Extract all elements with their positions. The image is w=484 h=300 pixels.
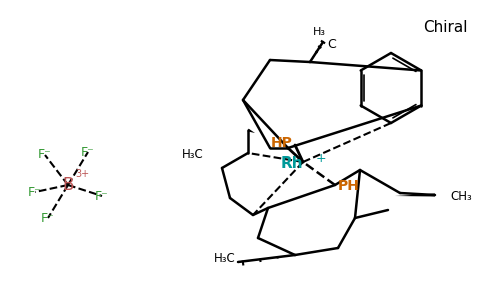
Text: CH₃: CH₃ <box>450 190 472 202</box>
Text: H₃C: H₃C <box>182 148 204 161</box>
Text: B: B <box>62 176 74 194</box>
Text: F⁻: F⁻ <box>41 212 55 224</box>
Text: F⁻: F⁻ <box>95 190 109 202</box>
Text: Rh: Rh <box>280 155 303 170</box>
Text: F⁻: F⁻ <box>28 185 42 199</box>
Text: H₃: H₃ <box>313 27 326 37</box>
Text: +: + <box>316 152 327 164</box>
Polygon shape <box>247 129 255 133</box>
Polygon shape <box>395 194 435 196</box>
Text: PH: PH <box>338 179 360 193</box>
Text: 3+: 3+ <box>75 169 89 179</box>
Text: Chiral: Chiral <box>423 20 467 35</box>
Text: H₃C: H₃C <box>214 251 236 265</box>
Text: HP: HP <box>271 136 293 150</box>
Text: C: C <box>327 38 336 50</box>
Text: F⁻: F⁻ <box>38 148 52 161</box>
Text: F⁻: F⁻ <box>81 146 95 158</box>
